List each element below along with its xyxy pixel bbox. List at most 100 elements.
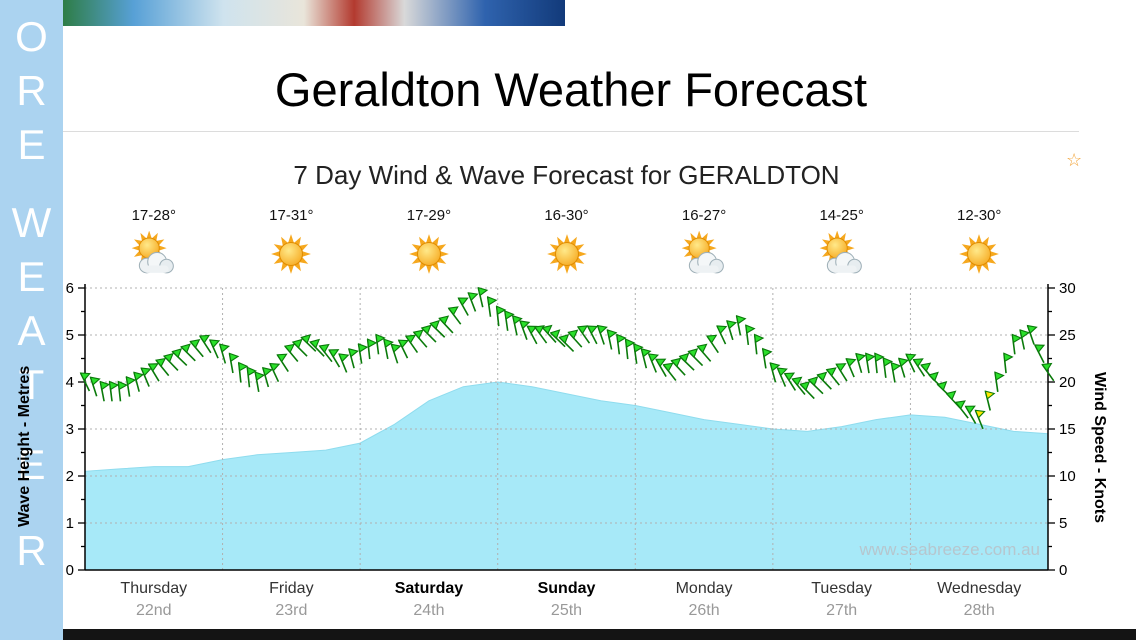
wind-barb bbox=[735, 314, 747, 336]
day-name: Thursday bbox=[120, 580, 188, 597]
wind-barb bbox=[79, 372, 91, 392]
wind-barb bbox=[412, 329, 428, 348]
weather-icon-holder bbox=[919, 231, 1039, 279]
day-date: 22nd bbox=[135, 602, 172, 619]
wind-barb bbox=[375, 333, 386, 355]
sidebar-letter: R bbox=[16, 67, 47, 114]
wind-barb bbox=[898, 357, 910, 378]
wind-barb bbox=[726, 319, 738, 341]
day-name: Friday bbox=[269, 580, 314, 597]
wind-barb bbox=[816, 371, 832, 390]
wind-barb bbox=[874, 352, 885, 374]
right-axis-tick-label: 15 bbox=[1059, 421, 1076, 438]
temperature-range: 12-30° bbox=[957, 207, 1002, 224]
chart-axes bbox=[84, 284, 1049, 571]
wind-barb bbox=[1011, 333, 1023, 355]
wind-barb bbox=[133, 371, 145, 392]
wind-barb bbox=[404, 334, 419, 354]
wind-barb bbox=[769, 362, 781, 383]
weather-icon-holder bbox=[507, 231, 627, 279]
day-forecast-column: 17-29° bbox=[369, 207, 489, 279]
wind-barb bbox=[328, 349, 341, 368]
wind-barb bbox=[954, 400, 969, 419]
wind-barb bbox=[180, 343, 196, 362]
left-axis-title: Wave Height - Metres bbox=[16, 365, 33, 527]
wind-barb bbox=[163, 352, 179, 371]
sidebar-letter: E bbox=[17, 253, 46, 300]
wind-barb bbox=[776, 367, 788, 387]
wind-barb bbox=[219, 343, 230, 364]
wind-barb bbox=[318, 343, 333, 363]
day-label: Tuesday 27th bbox=[772, 580, 912, 620]
sun-cloud-icon bbox=[819, 230, 862, 274]
day-date: 27th bbox=[826, 602, 858, 619]
wind-barb bbox=[662, 362, 677, 381]
temperature-range: 16-30° bbox=[544, 207, 589, 224]
wind-barb bbox=[799, 381, 815, 400]
wind-barb bbox=[1019, 329, 1031, 350]
day-label: Saturday 24th bbox=[359, 580, 499, 620]
wind-barb bbox=[383, 338, 394, 360]
wind-barb bbox=[300, 333, 317, 352]
wind-barb bbox=[526, 325, 538, 345]
wind-barb bbox=[420, 324, 437, 343]
axis-ticks: 0 1 2 3 4 5 6 0 5 10 15 20 25 30 bbox=[66, 280, 1076, 579]
wind-barb-series bbox=[79, 286, 1055, 430]
bottom-bar bbox=[63, 629, 1136, 640]
day-name: Tuesday bbox=[811, 580, 873, 597]
wind-barb bbox=[155, 357, 170, 377]
wind-barb bbox=[429, 319, 446, 338]
day-label: Friday 23rd bbox=[221, 580, 361, 620]
right-axis-tick-label: 25 bbox=[1059, 327, 1076, 344]
temperature-range: 17-31° bbox=[269, 207, 314, 224]
wind-barb bbox=[994, 371, 1005, 393]
sidebar-letter: R bbox=[16, 527, 47, 574]
day-forecast-column: 17-28° bbox=[94, 207, 214, 279]
day-label: Wednesday 28th bbox=[909, 580, 1049, 620]
weather-icon-holder bbox=[644, 230, 764, 279]
wind-barb bbox=[576, 325, 591, 344]
wind-barb bbox=[616, 333, 627, 355]
wind-barb bbox=[865, 352, 876, 374]
day-name: Monday bbox=[675, 580, 733, 597]
wind-barb bbox=[533, 325, 548, 344]
watermark: www.seabreeze.com.au bbox=[859, 540, 1040, 559]
wind-barb bbox=[189, 339, 204, 358]
star-icon[interactable]: ☆ bbox=[1066, 150, 1083, 170]
wind-barb bbox=[761, 347, 773, 369]
wind-barb bbox=[1033, 344, 1046, 364]
sun-icon bbox=[959, 234, 1000, 274]
wind-barb bbox=[283, 343, 299, 362]
wind-barb bbox=[1026, 324, 1038, 345]
wind-barb bbox=[670, 357, 686, 376]
day-date: 24th bbox=[413, 602, 445, 619]
header-divider bbox=[63, 131, 1079, 132]
wind-barb bbox=[366, 338, 378, 360]
wind-barb bbox=[309, 338, 325, 357]
right-axis-tick-label: 20 bbox=[1059, 374, 1076, 391]
wind-barb bbox=[945, 390, 961, 409]
left-axis-tick-label: 5 bbox=[66, 327, 74, 344]
day-date: 28th bbox=[963, 602, 995, 619]
temperature-range: 16-27° bbox=[681, 207, 727, 224]
wind-barb bbox=[920, 362, 935, 381]
weather-icon-holder bbox=[231, 231, 351, 279]
wind-barb bbox=[390, 343, 402, 364]
day-date: 26th bbox=[688, 602, 720, 619]
right-axis-tick-label: 0 bbox=[1059, 562, 1067, 579]
left-axis-tick-label: 3 bbox=[66, 421, 74, 438]
page-title: Geraldton Weather Forecast bbox=[274, 63, 868, 116]
wind-barb bbox=[477, 286, 489, 308]
sidebar-letter: O bbox=[15, 13, 48, 60]
wind-barb bbox=[1041, 362, 1055, 382]
wind-barb bbox=[549, 329, 566, 348]
wind-barb bbox=[928, 371, 944, 390]
wind-barb bbox=[338, 353, 350, 373]
day-date: 25th bbox=[550, 602, 583, 619]
wind-barb bbox=[512, 315, 523, 336]
sun-cloud-icon bbox=[681, 230, 724, 274]
wind-barb bbox=[791, 376, 806, 395]
day-forecast-column: 16-27° bbox=[644, 207, 764, 279]
day-label: Monday 26th bbox=[634, 580, 774, 620]
wind-barb bbox=[807, 376, 824, 395]
